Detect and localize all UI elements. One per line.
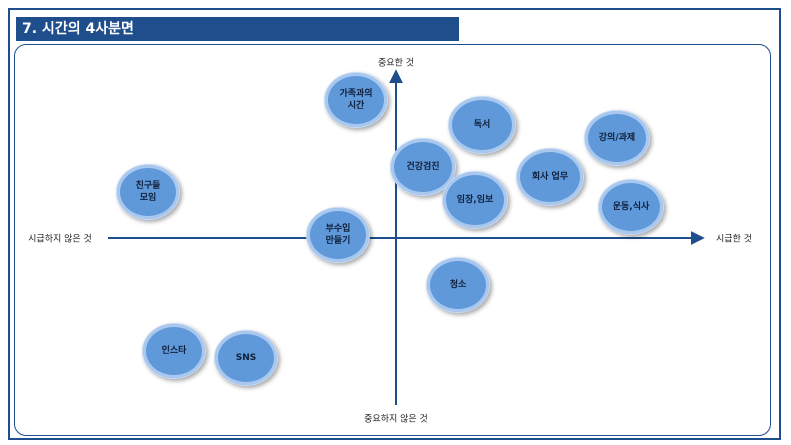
bubble-work: 회사 업무 <box>516 148 584 206</box>
axis-label-top: 중요한 것 <box>378 58 414 69</box>
axis-label-left: 시급하지 않은 것 <box>28 234 92 245</box>
bubble-exercise-meal: 운동,식사 <box>598 179 664 235</box>
bubble-sns: SNS <box>214 330 278 386</box>
bubble-health-checkup: 건강검진 <box>390 138 456 196</box>
slide-title: 7. 시간의 4사분면 <box>16 17 459 41</box>
bubble-instagram: 인스타 <box>142 323 206 379</box>
bubble-friends-meeting: 친구들 모임 <box>116 164 180 220</box>
axis-label-right: 시급한 것 <box>716 234 752 245</box>
bubble-side-income: 부수입 만들기 <box>306 207 370 263</box>
bubble-family-time: 가족과의 시간 <box>324 72 388 128</box>
bubble-reading: 독서 <box>448 96 516 154</box>
quadrant-panel <box>14 44 771 436</box>
axis-label-bottom: 중요하지 않은 것 <box>364 414 428 425</box>
bubble-cleaning: 청소 <box>426 257 490 313</box>
bubble-property-visit: 임장,임보 <box>442 171 508 229</box>
bubble-lecture-assignment: 강의/과제 <box>584 110 650 166</box>
